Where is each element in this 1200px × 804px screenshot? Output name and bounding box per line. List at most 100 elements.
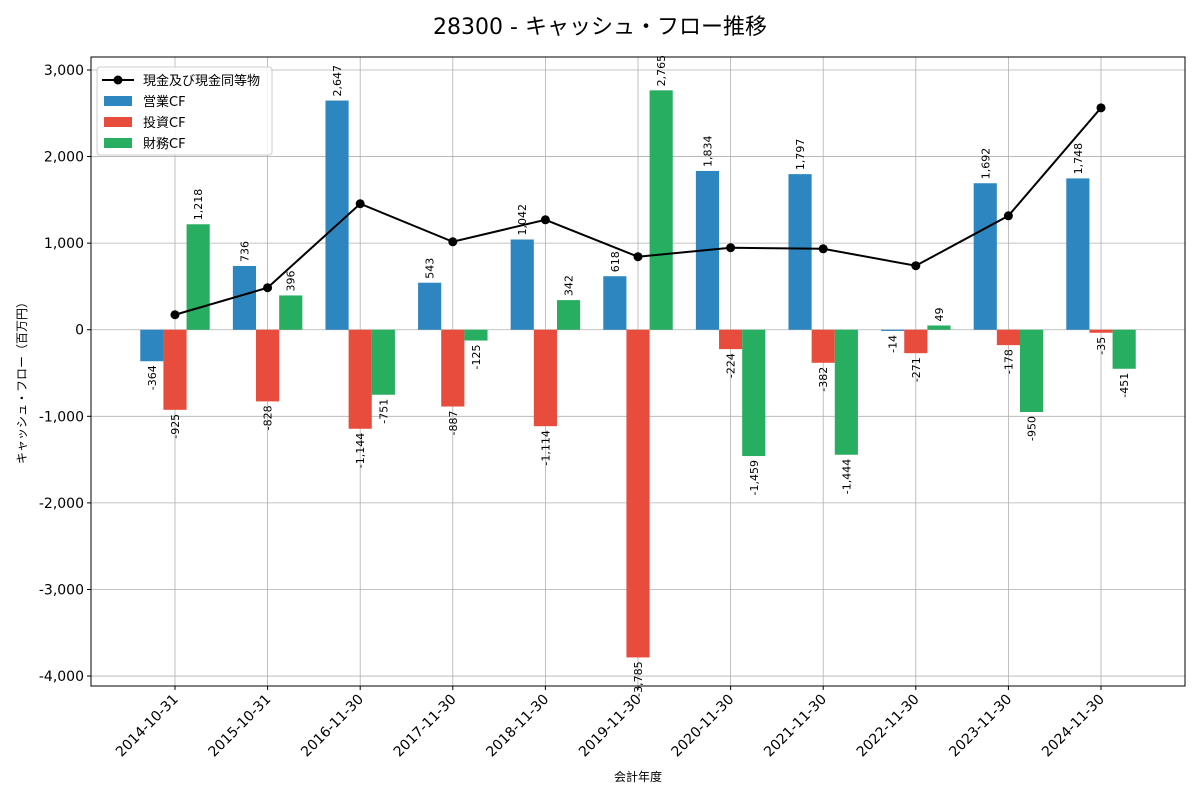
- bar-operating: [788, 174, 812, 330]
- bar-value-label: -125: [470, 345, 483, 370]
- cash-line-point: [355, 199, 365, 209]
- bar-value-label: 1,692: [979, 148, 992, 180]
- legend-swatch-icon: [104, 138, 132, 148]
- x-tick-label: 2015-10-31: [206, 692, 275, 761]
- bar-value-label: -925: [169, 414, 182, 439]
- bar-operating: [1066, 178, 1090, 330]
- bar-investing: [163, 329, 187, 410]
- bar-value-label: -271: [910, 357, 923, 382]
- legend-box: [96, 66, 273, 156]
- bar-financing: [649, 90, 673, 330]
- bar-financing: [1112, 329, 1136, 369]
- legend-label: 投資CF: [143, 115, 186, 131]
- cash-line-point: [170, 310, 180, 320]
- bar-value-label: 1,042: [516, 204, 529, 236]
- bar-financing: [742, 329, 766, 457]
- bar-value-label: -14: [887, 335, 900, 353]
- bar-value-label: -887: [447, 411, 460, 436]
- bar-value-label: 736: [238, 241, 251, 262]
- bar-value-label: -828: [262, 405, 275, 430]
- legend-swatch-icon: [104, 117, 132, 127]
- bar-financing: [1019, 329, 1044, 412]
- bar-operating: [603, 276, 627, 330]
- bar-value-label: -950: [1026, 416, 1039, 441]
- y-tick-label: -3,000: [39, 582, 84, 598]
- x-tick-label: 2022-11-30: [854, 692, 923, 761]
- y-tick-label: 0: [75, 323, 84, 339]
- bar-investing: [256, 329, 280, 402]
- x-tick-label: 2023-11-30: [946, 692, 1015, 761]
- bar-value-label: -178: [1002, 349, 1015, 374]
- x-tick-label: 2018-11-30: [483, 692, 552, 761]
- cash-line-point: [726, 243, 736, 253]
- bars: [140, 90, 1136, 658]
- x-axis-label: 会計年度: [614, 769, 662, 784]
- bar-value-label: -3,785: [632, 661, 645, 696]
- bar-value-label: 543: [424, 258, 437, 279]
- bar-financing: [279, 295, 303, 330]
- chart-title: 28300 - キャッシュ・フロー推移: [433, 15, 767, 40]
- bar-financing: [556, 300, 581, 330]
- legend-swatch-icon: [104, 96, 132, 106]
- bar-value-label: -451: [1118, 373, 1131, 398]
- bar-investing: [811, 329, 835, 363]
- bar-value-label: -1,459: [748, 460, 761, 495]
- bar-value-label: -35: [1095, 337, 1108, 355]
- legend-marker-icon: [113, 75, 123, 85]
- bar-value-label: -1,114: [539, 430, 552, 465]
- cash-line-point: [1096, 103, 1106, 113]
- y-tick-label: -4,000: [39, 669, 84, 685]
- y-axis-label: キャッシュ・フロー（百万円）: [15, 296, 29, 464]
- bar-value-label: -751: [377, 399, 390, 424]
- bar-operating: [973, 183, 997, 330]
- y-tick-label: 1,000: [44, 236, 84, 252]
- bar-investing: [533, 329, 557, 427]
- bar-operating: [418, 282, 442, 330]
- bar-investing: [719, 329, 743, 350]
- bar-operating: [140, 329, 164, 362]
- bar-value-label: -382: [817, 367, 830, 392]
- cash-line-point: [1003, 211, 1013, 221]
- bar-value-label: 618: [609, 251, 622, 272]
- bar-operating: [510, 239, 534, 330]
- bar-value-label: 1,834: [701, 135, 714, 167]
- legend-label: 営業CF: [143, 94, 186, 110]
- bar-value-label: 1,748: [1072, 143, 1085, 175]
- bar-value-label: 396: [285, 270, 298, 291]
- y-tick-label: -1,000: [39, 409, 84, 425]
- cash-line-point: [448, 237, 458, 247]
- x-tick-label: 2021-11-30: [761, 692, 830, 761]
- bar-value-label: -364: [146, 365, 159, 390]
- cash-line-point: [633, 252, 643, 262]
- bar-financing: [834, 329, 858, 455]
- bar-investing: [1089, 329, 1113, 333]
- bar-investing: [348, 329, 372, 429]
- cash-line: [170, 103, 1106, 320]
- bar-operating: [325, 100, 349, 330]
- bar-value-label: 1,218: [192, 189, 205, 221]
- bar-financing: [186, 224, 210, 330]
- legend-label: 財務CF: [143, 137, 186, 152]
- bar-investing: [904, 329, 928, 354]
- bar-value-label: 2,647: [331, 65, 344, 97]
- cash-line-point: [911, 261, 921, 271]
- bar-value-label: -224: [725, 353, 738, 378]
- axes: 3,000 2,000 1,000 0 -1,000 -2,000 -3,000 -4,000…: [39, 63, 1108, 760]
- cash-line-point: [818, 244, 828, 254]
- bar-financing: [371, 329, 395, 395]
- x-tick-label: 2017-11-30: [391, 692, 460, 761]
- x-tick-label: 2020-11-30: [669, 692, 738, 761]
- bar-value-label: 1,797: [794, 139, 807, 171]
- bar-financing: [927, 325, 951, 330]
- cash-line-point: [263, 283, 273, 293]
- x-tick-label: 2024-11-30: [1039, 692, 1108, 761]
- bar-operating: [232, 266, 257, 330]
- bar-value-label: 49: [933, 307, 946, 321]
- bar-operating: [881, 329, 905, 331]
- data-labels: -364 736 2,647 543 1,042 618 1,834 1,797 -14 1,69…: [146, 55, 1131, 697]
- bar-value-label: -1,444: [840, 459, 853, 494]
- bar-investing: [626, 329, 650, 658]
- bar-value-label: 342: [563, 275, 576, 296]
